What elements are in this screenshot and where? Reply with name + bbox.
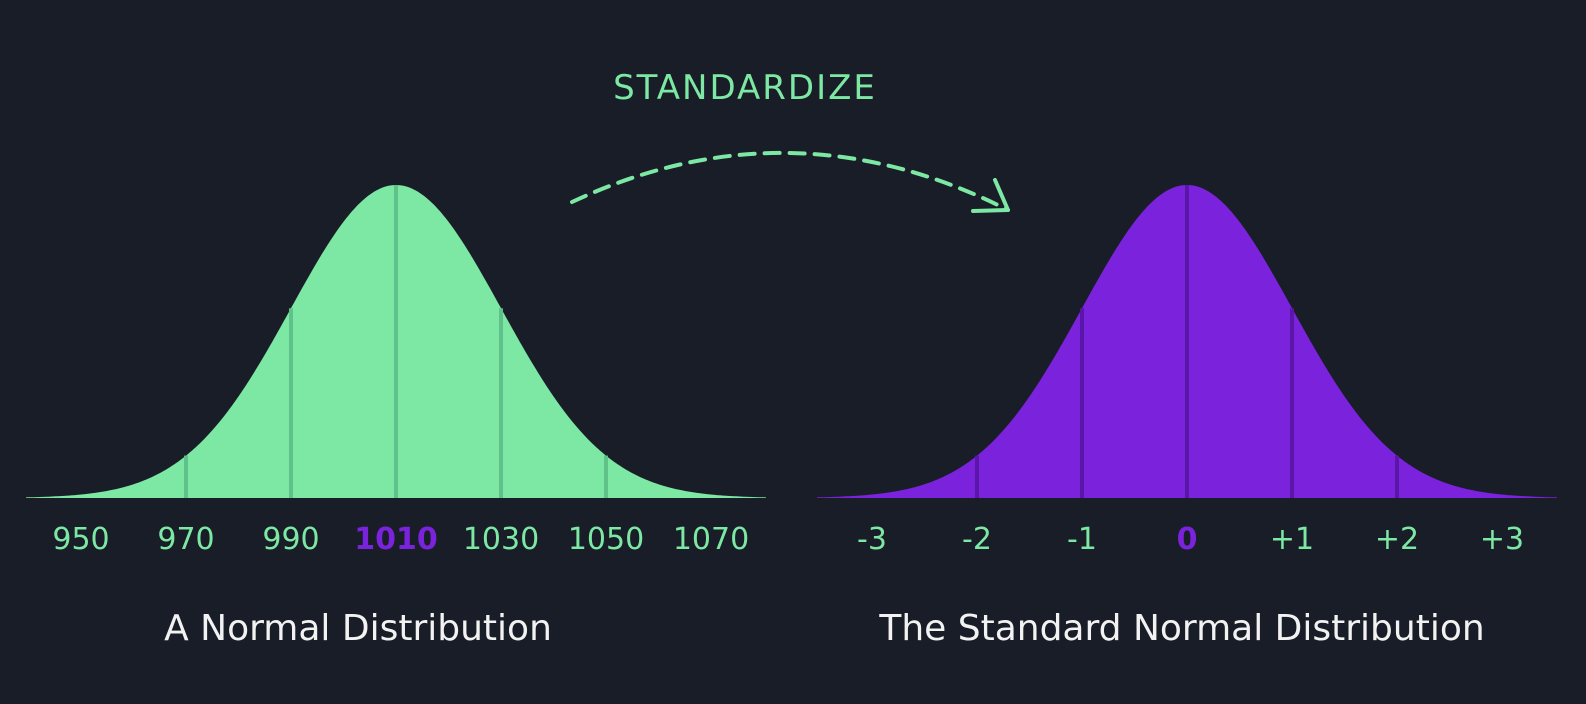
left-tick-label: 1010 [354, 522, 438, 557]
left-gridlines [184, 185, 608, 498]
left-panel: 950 970 990 1010 1030 1050 1070 A Normal Distr… [26, 185, 766, 649]
right-tick-label: -2 [962, 522, 992, 557]
right-tick-label: +3 [1480, 522, 1524, 557]
left-tick-label: 970 [157, 522, 214, 557]
right-gridlines [975, 185, 1399, 498]
standardize-arrow [570, 151, 1010, 213]
left-tick-label: 1050 [568, 522, 644, 557]
arrowhead-icon [971, 178, 1010, 213]
right-caption: The Standard Normal Distribution [878, 608, 1484, 649]
right-tick-label: -1 [1067, 522, 1097, 557]
left-tick-label: 990 [262, 522, 319, 557]
left-tick-label: 1070 [673, 522, 749, 557]
left-tick-label: 1030 [463, 522, 539, 557]
right-tick-label: +1 [1270, 522, 1314, 557]
left-caption: A Normal Distribution [164, 608, 552, 649]
right-panel: -3 -2 -1 0 +1 +2 +3 The Standard Normal Distri… [817, 185, 1557, 649]
right-tick-label: -3 [857, 522, 887, 557]
left-tick-label: 950 [52, 522, 109, 557]
dashed-arc [570, 151, 1010, 212]
right-tick-labels: -3 -2 -1 0 +1 +2 +3 [857, 522, 1524, 557]
standardize-label: STANDARDIZE [613, 68, 877, 108]
right-tick-label: 0 [1177, 522, 1198, 557]
right-tick-label: +2 [1375, 522, 1419, 557]
left-tick-labels: 950 970 990 1010 1030 1050 1070 [52, 522, 749, 557]
